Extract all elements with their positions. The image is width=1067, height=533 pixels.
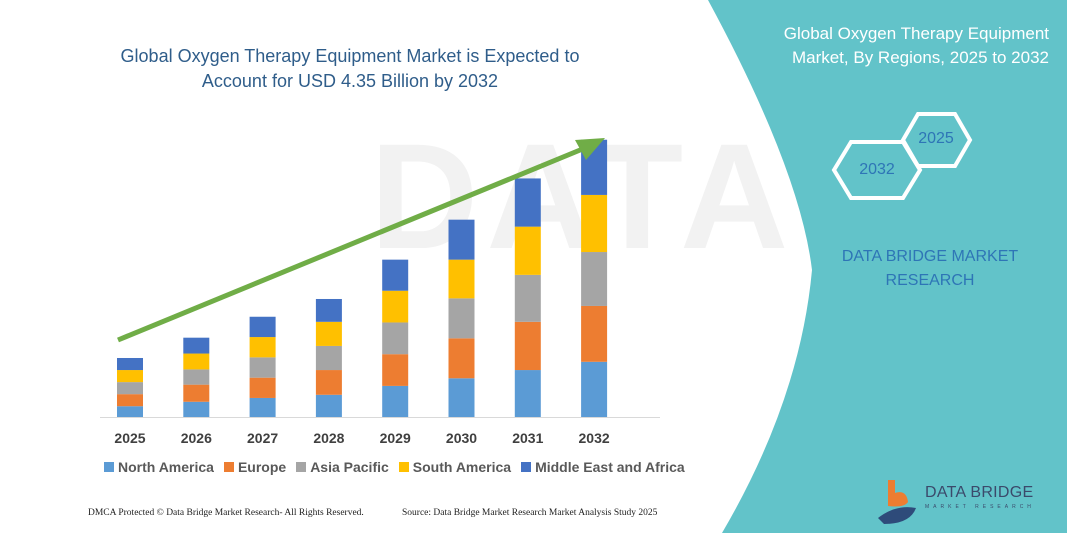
side-panel-title: Global Oxygen Therapy Equipment Market, … — [783, 24, 1049, 67]
legend-swatch — [521, 462, 532, 472]
legend-label: Asia Pacific — [310, 459, 389, 475]
trend-arrow-head — [575, 138, 605, 160]
bar-segment-2027-asia-pacific — [249, 357, 276, 378]
bar-segment-2032-europe — [581, 305, 608, 362]
hexagon-2032 — [831, 140, 923, 200]
bar-segment-2027-south-america — [249, 337, 276, 358]
bar-segment-2028-north-america — [315, 394, 342, 417]
bar-segment-2025-middle-east-and-africa — [117, 357, 143, 371]
hex-label-2025: 2025 — [918, 130, 954, 147]
bar-segment-2026-middle-east-and-africa — [183, 337, 210, 354]
x-tick-label: 2026 — [180, 430, 212, 446]
stacked-bar-chart — [100, 138, 660, 418]
legend-label: South America — [412, 459, 512, 475]
bar-segment-2027-north-america — [249, 397, 276, 417]
bar-segment-2032-north-america — [581, 361, 608, 417]
bar-segment-2032-asia-pacific — [581, 252, 608, 306]
bar-segment-2030-asia-pacific — [448, 298, 475, 339]
trend-arrow-line — [117, 145, 586, 343]
bar-segment-2030-middle-east-and-africa — [448, 219, 475, 260]
x-tick-label: 2030 — [445, 430, 478, 446]
bar-segment-2031-middle-east-and-africa — [514, 178, 541, 227]
legend-label: Europe — [237, 459, 287, 475]
bar-segment-2026-south-america — [183, 353, 210, 370]
company-name: DATA BRIDGE MARKET RESEARCH — [841, 248, 1019, 289]
bar-segment-2030-north-america — [448, 378, 475, 417]
chart-title: Global Oxygen Therapy Equipment Market i… — [120, 46, 580, 91]
bar-segment-2026-asia-pacific — [183, 369, 210, 385]
bar-segment-2031-south-america — [514, 226, 541, 275]
bar-segment-2025-south-america — [117, 370, 143, 383]
bar-segment-2031-europe — [514, 321, 541, 371]
legend-item: Asia Pacific — [296, 459, 389, 475]
legend-label: Middle East and Africa — [535, 459, 685, 475]
legend-swatch — [398, 462, 409, 472]
footer-source: Source: Data Bridge Market Research Mark… — [402, 508, 658, 518]
legend-swatch — [104, 462, 114, 472]
x-tick-label: 2025 — [114, 430, 146, 446]
bar-segment-2025-asia-pacific — [117, 382, 143, 395]
bar-segment-2029-middle-east-and-africa — [382, 259, 409, 291]
bar-segment-2028-asia-pacific — [315, 345, 342, 371]
hex-label-2032: 2032 — [859, 161, 895, 178]
bar-segment-2031-north-america — [514, 370, 541, 417]
logo-tagline: MARKET RESEARCH — [925, 504, 1035, 510]
bar-segment-2025-europe — [117, 394, 143, 407]
bar-segment-2028-south-america — [315, 321, 342, 346]
bar-segment-2028-europe — [315, 370, 342, 395]
x-tick-label: 2028 — [313, 430, 345, 446]
x-tick-label: 2027 — [247, 430, 279, 446]
x-tick-label: 2029 — [379, 430, 411, 446]
legend-item: Europe — [223, 459, 287, 475]
legend-swatch — [296, 462, 307, 472]
bar-segment-2031-asia-pacific — [514, 274, 541, 322]
legend-swatch — [223, 462, 234, 472]
legend-item: Middle East and Africa — [521, 459, 685, 475]
legend-item: South America — [398, 459, 512, 475]
bar-segment-2027-europe — [249, 377, 276, 398]
bar-segment-2032-south-america — [581, 194, 608, 253]
data-bridge-logo-icon — [878, 480, 916, 524]
bar-segment-2029-north-america — [382, 385, 409, 417]
logo-name: DATA BRIDGE — [925, 484, 1034, 501]
bar-segment-2029-asia-pacific — [382, 322, 409, 355]
footer-copyright: DMCA Protected © Data Bridge Market Rese… — [88, 508, 364, 518]
bar-segment-2026-north-america — [183, 401, 210, 417]
bar-segment-2026-europe — [183, 384, 210, 402]
bar-segment-2028-middle-east-and-africa — [315, 298, 342, 322]
bar-segment-2029-europe — [382, 354, 409, 386]
x-tick-label: 2031 — [512, 430, 544, 446]
bar-segment-2030-europe — [448, 338, 475, 379]
x-tick-label: 2032 — [578, 430, 610, 446]
bar-segment-2029-south-america — [382, 290, 409, 323]
bar-segment-2025-north-america — [117, 406, 143, 417]
legend-item: North America — [104, 459, 214, 475]
legend-label: North America — [118, 459, 214, 475]
bar-segment-2030-south-america — [448, 259, 475, 299]
bar-segment-2027-middle-east-and-africa — [249, 316, 276, 338]
legend: North America Europe Asia Pacific South Ame… — [104, 459, 685, 475]
